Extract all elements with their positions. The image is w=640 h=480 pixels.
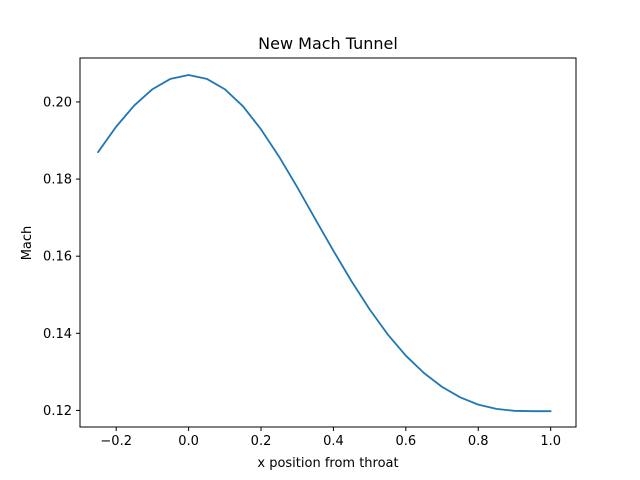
y-tick-label: 0.20 bbox=[43, 95, 72, 110]
x-tick-label: 0.2 bbox=[251, 434, 272, 449]
x-tick-label: −0.2 bbox=[100, 434, 132, 449]
y-tick-label: 0.14 bbox=[43, 327, 72, 342]
x-tick-label: 0.4 bbox=[323, 434, 344, 449]
y-axis-title: Mach bbox=[20, 226, 35, 261]
chart-title: New Mach Tunnel bbox=[258, 34, 398, 53]
y-tick-label: 0.16 bbox=[43, 250, 72, 265]
x-tick-label: 0.0 bbox=[178, 434, 199, 449]
y-tick-label: 0.12 bbox=[43, 404, 72, 419]
x-tick-label: 1.0 bbox=[540, 434, 561, 449]
x-tick-label: 0.6 bbox=[395, 434, 416, 449]
x-axis-title: x position from throat bbox=[257, 456, 398, 471]
y-tick-label: 0.18 bbox=[43, 173, 72, 188]
x-tick-label: 0.8 bbox=[468, 434, 489, 449]
